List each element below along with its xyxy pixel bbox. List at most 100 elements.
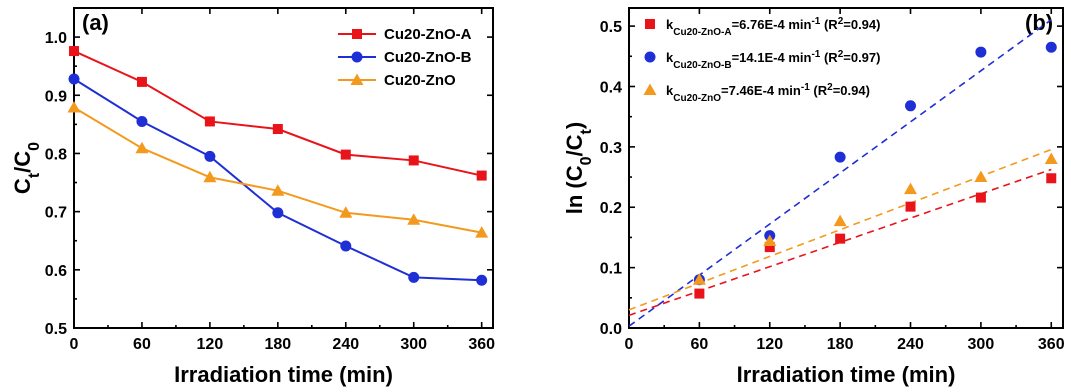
x-tick-label: 360 [1038, 336, 1065, 353]
data-point [408, 271, 420, 283]
x-tick-label: 120 [756, 336, 783, 353]
data-point [136, 76, 147, 87]
y-tick-label: 0.0 [600, 321, 622, 338]
data-point [135, 141, 149, 154]
y-tick-label: 0.2 [600, 200, 622, 217]
data-point [475, 226, 489, 238]
fit-line-Cu20-ZnO [628, 148, 1052, 311]
x-tick-label: 60 [133, 336, 151, 353]
data-point [68, 73, 80, 85]
series-line-Cu20-ZnO-A [73, 50, 482, 177]
data-point [476, 170, 487, 181]
legend-r: (R [820, 17, 838, 32]
x-tick-label: 360 [468, 336, 495, 353]
legend-sub: Cu20-ZnO [673, 93, 721, 104]
data-point [905, 201, 916, 212]
y-title-sub: t [578, 128, 595, 134]
panel-a-frame [73, 7, 494, 329]
legend-k: k [666, 50, 674, 65]
x-tick-label: 240 [332, 336, 359, 353]
data-point [204, 116, 215, 127]
y-title-mid: /C [10, 151, 35, 173]
panel-b-frame [628, 7, 1064, 329]
panel-b-label: (b) [1025, 10, 1053, 35]
y-tick-label: 0.6 [45, 263, 67, 280]
data-point [834, 151, 846, 163]
y-tick-label: 0.8 [45, 146, 67, 163]
data-point [271, 184, 285, 196]
y-tick-label: 0.1 [600, 261, 622, 278]
legend-r: (R [810, 83, 828, 98]
data-point [833, 214, 847, 227]
series-line-Cu20-ZnO-B [73, 78, 482, 282]
y-tick-label: 0.5 [45, 321, 67, 338]
data-point [339, 206, 353, 218]
legend-marker [644, 51, 656, 63]
legend-eq: =14.1E-4 min [732, 50, 812, 65]
x-tick-label: 180 [827, 336, 854, 353]
legend-k: k [666, 17, 674, 32]
data-point [272, 124, 283, 135]
x-tick-label: 60 [690, 336, 708, 353]
legend-marker [350, 73, 364, 85]
legend-k: k [666, 83, 674, 98]
legend-sub: Cu20-ZnO-A [673, 27, 731, 38]
legend-label: Cu20-ZnO-A [384, 26, 472, 43]
data-point [1044, 152, 1058, 164]
y-title-mid: /C [562, 134, 587, 156]
legend-r: (R [820, 50, 838, 65]
panel-b-chart: 0 60 120 180 240 300 360 0.0 0.1 0.2 0.3 0.4 0.5 Irra… [562, 7, 1065, 387]
x-tick-label: 0 [625, 336, 634, 353]
y-title-main: ln (C [562, 165, 587, 214]
legend-rend: =0.97) [843, 50, 880, 65]
x-tick-label: 240 [897, 336, 924, 353]
legend-eq: =7.46E-4 min [721, 83, 801, 98]
data-point [692, 273, 706, 285]
data-point [905, 100, 917, 112]
data-point [203, 170, 217, 183]
y-tick-label: 0.9 [45, 88, 67, 105]
y-tick-label: 0.5 [600, 19, 622, 36]
legend-rend: =0.94) [833, 83, 870, 98]
legend-r2: 2 [838, 16, 844, 27]
data-point [694, 288, 705, 299]
panel-a-label: (a) [82, 10, 109, 35]
data-point [764, 242, 775, 253]
legend-r2: 2 [838, 49, 844, 60]
legend-eq: =6.76E-4 min [732, 17, 812, 32]
y-axis-title: Ct/C0 [10, 142, 43, 194]
data-point [904, 182, 918, 195]
data-point [1045, 41, 1057, 53]
data-point [204, 150, 216, 162]
x-tick-label: 0 [70, 336, 79, 353]
x-axis-title: Irradiation time (min) [174, 362, 393, 387]
data-point [974, 170, 988, 183]
legend-label: kCu20-ZnO=7.46E-4 min-1 (R2=0.94) [666, 82, 870, 104]
data-point [408, 155, 419, 166]
data-point [407, 213, 421, 225]
y-axis-title: ln (C0/Ct) [562, 122, 595, 214]
y-title-main: C [10, 178, 35, 194]
y-tick-label: 0.7 [45, 205, 67, 222]
x-tick-label: 120 [197, 336, 224, 353]
legend-label: kCu20-ZnO-B=14.1E-4 min-1 (R2=0.97) [666, 49, 880, 71]
y-tick-label: 0.3 [600, 140, 622, 157]
y-title-end: ) [562, 122, 587, 129]
legend-label: Cu20-ZnO-B [384, 49, 472, 66]
data-point [69, 46, 79, 57]
data-point [340, 149, 351, 160]
y-title-sub: 0 [26, 142, 43, 151]
data-point [975, 192, 986, 203]
x-tick-label: 300 [400, 336, 427, 353]
legend-marker [352, 29, 362, 39]
data-point [67, 100, 81, 113]
data-point [136, 115, 148, 127]
data-point [340, 240, 352, 252]
y-title-sub: 0 [578, 156, 595, 165]
legend-label: Cu20-ZnO [384, 72, 456, 89]
x-axis-title: Irradiation time (min) [737, 362, 956, 387]
y-title-sub: t [26, 172, 43, 178]
legend-marker [645, 19, 655, 29]
legend-sup: -1 [801, 82, 810, 93]
